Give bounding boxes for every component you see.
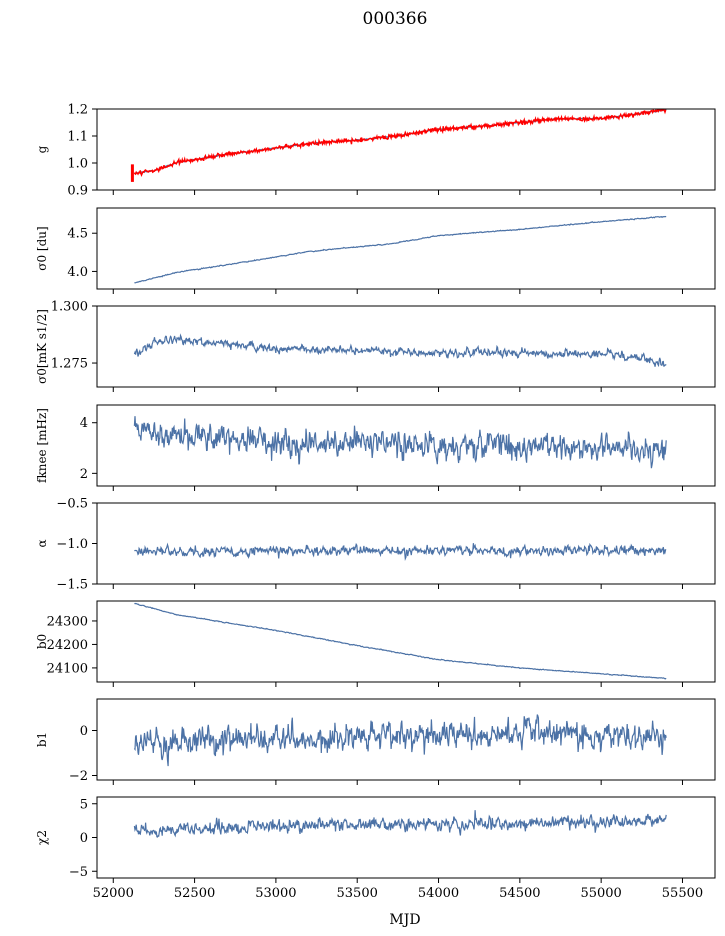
axes-frame (96, 404, 716, 487)
axes-frame (96, 698, 716, 781)
series-group (134, 542, 667, 561)
axes-frame (96, 108, 716, 191)
series-group (133, 810, 667, 838)
panel-4: 2 4 fknee [mHz] (35, 404, 716, 491)
axes-frame (96, 600, 716, 683)
y-tick-label: 4.0 (67, 265, 88, 280)
y-tick-label: 1.1 (67, 130, 88, 145)
y-tick-label: 0 (80, 831, 88, 846)
x-tick-label: 55500 (662, 886, 703, 901)
y-axis-label: α (35, 539, 49, 547)
series-group (133, 333, 667, 368)
panel-6: 24100 24200 24300 b0 (35, 600, 716, 687)
y-tick-label: 2 (80, 467, 88, 482)
series-line (134, 542, 667, 561)
y-tick-label: 4 (80, 416, 88, 431)
axes-frame (96, 305, 716, 388)
series-line (133, 416, 667, 469)
axes-frame (96, 207, 716, 290)
y-axis-label: g (35, 145, 49, 153)
y-tick-label: 1.2 (67, 103, 88, 118)
y-axis-label: b1 (35, 732, 49, 747)
series-group (133, 416, 667, 469)
figure-title: 000366 (363, 9, 428, 29)
axes-frame (96, 796, 716, 879)
x-axis-label: MJD (389, 912, 420, 928)
x-tick-label: 55000 (580, 886, 621, 901)
panel-7: −2 0 b1 (35, 698, 716, 785)
x-tick-label: 53500 (337, 886, 378, 901)
y-axis-label: σ0[mK s1/2] (35, 309, 49, 384)
y-tick-label: −5 (69, 865, 88, 880)
x-tick-label: 54500 (499, 886, 540, 901)
y-tick-label: 4.5 (67, 227, 88, 242)
y-tick-label: −0.5 (56, 497, 88, 512)
series-line (134, 602, 667, 680)
overlay-series-line (133, 109, 667, 177)
y-tick-label: 1.300 (51, 300, 88, 315)
y-tick-label: −1.5 (56, 578, 88, 593)
x-tick-label: 53000 (255, 886, 296, 901)
series-line (133, 810, 667, 838)
panel-2: 4.0 4.5 σ0 [du] (35, 207, 716, 294)
y-axis-label: σ0 [du] (35, 226, 49, 270)
y-tick-label: 24100 (47, 661, 88, 676)
axes-frame (96, 502, 716, 585)
series-group (134, 215, 667, 284)
x-tick-label: 54000 (418, 886, 459, 901)
panel-1: 0.9 1.0 1.1 1.2 g (35, 103, 716, 199)
y-tick-label: −1.0 (56, 537, 88, 552)
x-tick-label: 52000 (93, 886, 134, 901)
y-tick-label: 0.9 (67, 184, 88, 199)
y-tick-label: 1.275 (51, 357, 88, 372)
y-axis-label: fknee [mHz] (35, 408, 49, 483)
series-line (134, 215, 667, 284)
panel-8: −5 0 5 52000 52500 53000 53500 54000 54500 55000 5… (35, 796, 716, 901)
x-tick-label: 52500 (174, 886, 215, 901)
panels: 0.9 1.0 1.1 1.2 g 4.0 4.5 σ0 [du] 1.275 1.300σ0[m… (35, 103, 716, 901)
panel-5: −1.5 −1.0 −0.5 α (35, 497, 716, 593)
y-tick-label: 5 (80, 797, 88, 812)
y-tick-label: 24200 (47, 638, 88, 653)
series-line (133, 333, 667, 368)
y-tick-label: 1.0 (67, 157, 88, 172)
series-group (130, 109, 667, 182)
y-tick-label: −2 (69, 769, 88, 784)
y-axis-label: χ2 (35, 830, 49, 845)
y-axis-label: b0 (35, 634, 49, 649)
y-tick-label: 0 (80, 724, 88, 739)
series-group (133, 714, 667, 767)
series-group (134, 602, 667, 680)
series-line (133, 714, 667, 767)
y-tick-label: 24300 (47, 614, 88, 629)
